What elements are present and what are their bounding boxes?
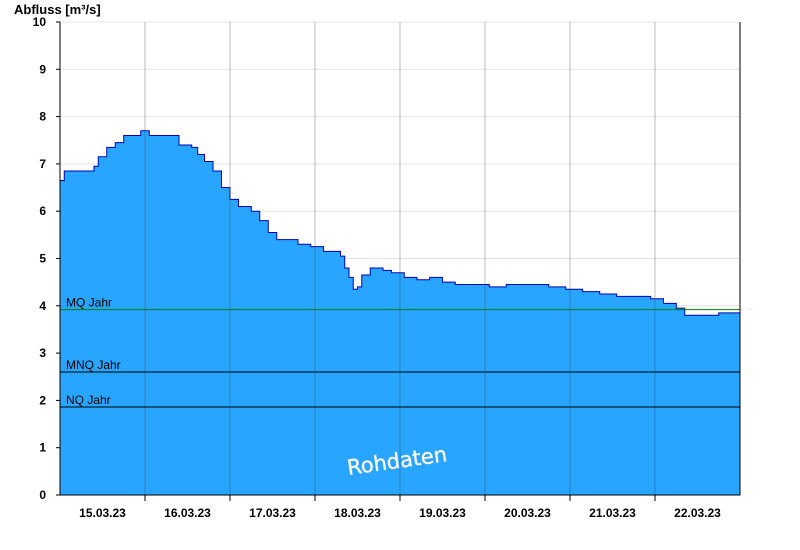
y-tick-label: 4 [39, 299, 46, 313]
x-tick-label: 16.03.23 [164, 506, 211, 520]
reference-line-label: NQ Jahr [66, 393, 111, 407]
y-tick-label: 10 [33, 15, 47, 29]
y-tick-label: 8 [39, 110, 46, 124]
x-tick-label: 21.03.23 [589, 506, 636, 520]
reference-lines: MQ Jahr MNQ Jahr NQ Jahr [60, 296, 740, 408]
y-tick-label: 0 [39, 488, 46, 502]
y-tick-label: 5 [39, 252, 46, 266]
x-tick-label: 20.03.23 [504, 506, 551, 520]
y-tick-label: 2 [39, 393, 46, 407]
y-axis-label: Abfluss [m³/s] [14, 2, 101, 17]
y-tick-labels: 0 1 2 3 4 5 6 7 8 9 10 [33, 15, 47, 502]
y-tick-label: 7 [39, 157, 46, 171]
vertical-grid [144, 22, 656, 495]
x-tick-label: 19.03.23 [419, 506, 466, 520]
y-tick-label: 1 [39, 441, 46, 455]
y-tick-label: 9 [39, 62, 46, 76]
y-tick-label: 6 [39, 204, 46, 218]
x-tick-label: 22.03.23 [674, 506, 721, 520]
reference-line-label: MQ Jahr [66, 296, 112, 310]
x-tick-label: 17.03.23 [249, 506, 296, 520]
x-tick-label: 18.03.23 [334, 506, 381, 520]
reference-line-label: MNQ Jahr [66, 358, 121, 372]
x-tick-labels: 15.03.23 16.03.23 17.03.23 18.03.23 19.03.23… [79, 506, 721, 520]
x-tick-label: 15.03.23 [79, 506, 126, 520]
y-tick-label: 3 [39, 346, 46, 360]
axes [56, 21, 741, 501]
